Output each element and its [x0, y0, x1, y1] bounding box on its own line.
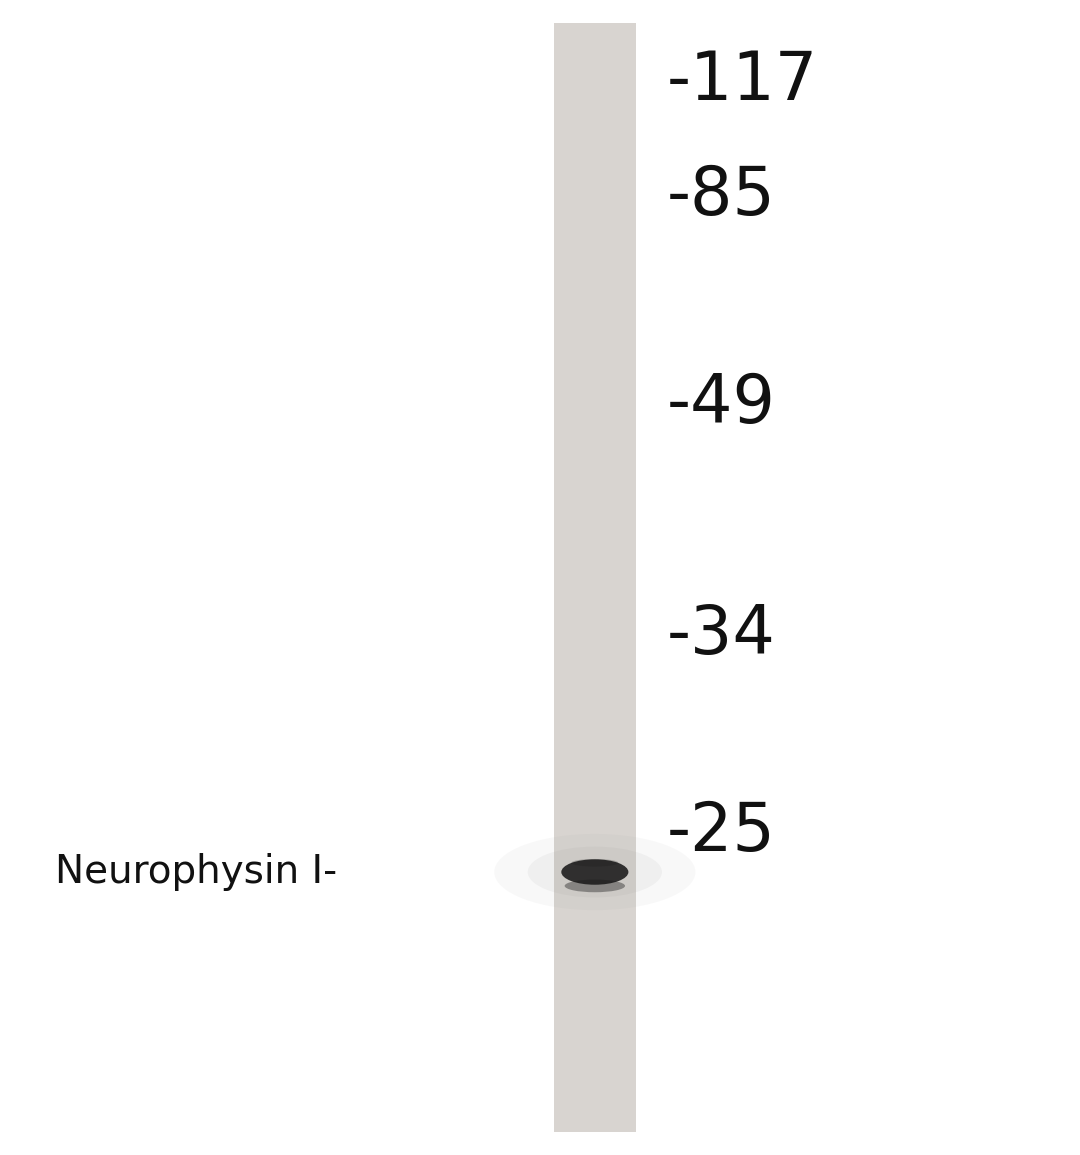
Ellipse shape: [528, 847, 662, 897]
Ellipse shape: [495, 834, 696, 910]
Text: -85: -85: [667, 163, 777, 230]
Text: -34: -34: [667, 602, 777, 669]
Ellipse shape: [562, 859, 629, 885]
Text: -25: -25: [667, 798, 777, 865]
Text: Neurophysin I-: Neurophysin I-: [55, 854, 337, 891]
Ellipse shape: [565, 880, 625, 892]
Text: -117: -117: [667, 47, 819, 114]
Bar: [554, 23, 636, 1132]
Ellipse shape: [571, 859, 619, 866]
Text: -49: -49: [667, 371, 777, 438]
